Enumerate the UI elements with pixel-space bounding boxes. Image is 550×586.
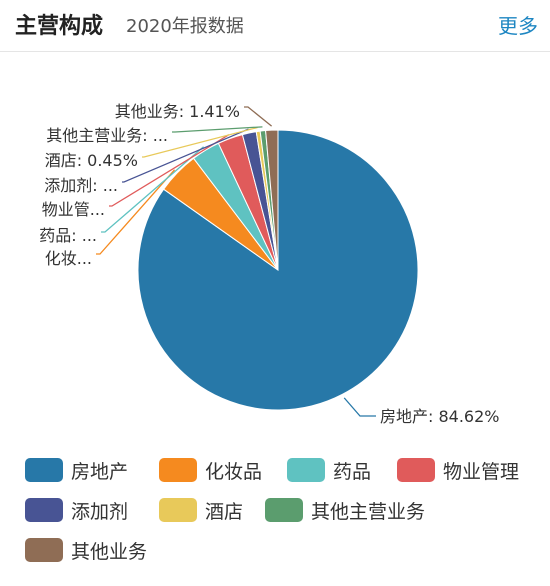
legend-swatch xyxy=(25,458,63,482)
legend-swatch xyxy=(397,458,435,482)
pie-label-1: 化妆... xyxy=(45,249,92,268)
pie-label-3: 物业管... xyxy=(42,200,105,219)
pie-label-6: 其他主营业务: ... xyxy=(46,126,168,145)
pie-leader-line-3 xyxy=(109,134,230,207)
pie-slice-7[interactable] xyxy=(265,129,279,271)
legend-item[interactable]: 添加剂 xyxy=(25,496,128,524)
pie-leader-line-7 xyxy=(244,106,273,127)
header-divider xyxy=(0,51,550,52)
legend-item[interactable]: 酒店 xyxy=(159,496,243,524)
pie-label-7: 其他业务: 1.41% xyxy=(115,102,240,121)
pie-label-0: 房地产: 84.62% xyxy=(380,407,500,426)
legend-item[interactable]: 药品 xyxy=(287,456,371,484)
pie-leader-line-5 xyxy=(142,126,258,158)
legend-item[interactable]: 房地产 xyxy=(25,456,128,484)
legend-label: 其他主营业务 xyxy=(311,500,426,523)
legend-label: 房地产 xyxy=(71,460,129,483)
legend-swatch xyxy=(25,538,63,562)
legend-label: 添加剂 xyxy=(71,500,129,523)
pie-leader-line-6 xyxy=(172,126,263,133)
panel-header: 主营构成 2020年报数据 更多 xyxy=(0,0,550,52)
legend-swatch xyxy=(25,498,63,522)
legend-swatch xyxy=(287,458,325,482)
panel-subtitle: 2020年报数据 xyxy=(126,16,244,37)
legend-label: 酒店 xyxy=(205,500,244,523)
pie-label-2: 药品: ... xyxy=(39,226,97,245)
legend-label: 药品 xyxy=(333,460,372,483)
pie-leader-line-0 xyxy=(343,397,376,417)
legend-swatch xyxy=(159,498,197,522)
pie-leader-line-2 xyxy=(101,146,204,233)
pie-label-4: 添加剂: ... xyxy=(44,176,118,195)
pie-leader-line-4 xyxy=(122,128,249,183)
legend-item[interactable]: 化妆品 xyxy=(159,456,262,484)
pie-leader-line-1 xyxy=(96,169,176,255)
panel-title: 主营构成 xyxy=(15,14,104,39)
legend-item[interactable]: 其他主营业务 xyxy=(265,496,425,524)
legend-label: 化妆品 xyxy=(205,460,263,483)
legend-label: 其他业务 xyxy=(71,540,148,563)
more-link[interactable]: 更多 xyxy=(498,14,538,38)
pie-label-5: 酒店: 0.45% xyxy=(45,151,138,170)
legend-item[interactable]: 物业管理 xyxy=(397,456,519,484)
legend-swatch xyxy=(159,458,197,482)
legend-swatch xyxy=(265,498,303,522)
legend-label: 物业管理 xyxy=(443,460,520,483)
pie-chart: 房地产: 84.62% 化妆... 药品: ... 物业管... 添加剂: ... 酒店:… xyxy=(39,102,500,426)
legend-item[interactable]: 其他业务 xyxy=(25,536,147,564)
